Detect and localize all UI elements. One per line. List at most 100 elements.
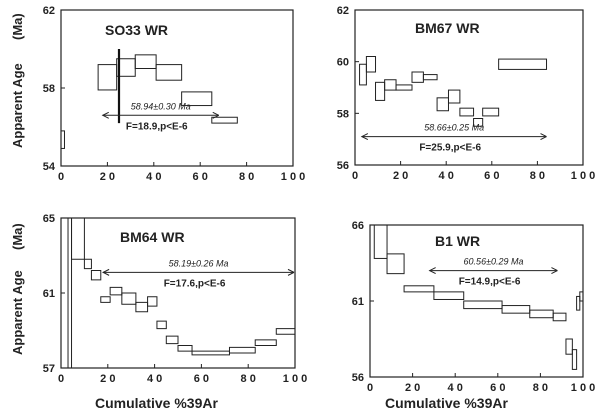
plateau-arrow-left-head — [428, 267, 436, 275]
step-box — [373, 225, 388, 259]
y-tick-label: 61 — [43, 288, 55, 300]
x-tick-label: 1 0 0 — [281, 171, 305, 183]
x-tick-label: 6 0 — [484, 170, 499, 182]
panel-b1: 60.56±0.29 Ma F=14.9,p<E-6 B1 WR 0 2 0 4 0 6 0… — [352, 220, 595, 394]
f-statistic-label: F=25.9,p<E-6 — [419, 143, 481, 154]
step-box — [529, 309, 554, 319]
step-box — [134, 54, 157, 69]
step-box — [181, 91, 213, 107]
x-tick-label: 0 — [367, 382, 373, 394]
step-box — [386, 253, 405, 275]
y-tick-label: 58 — [43, 83, 55, 95]
x-tick-label: 2 0 — [100, 171, 115, 183]
data-layer — [373, 225, 583, 370]
step-box — [156, 320, 167, 330]
step-box — [165, 335, 179, 345]
data-layer — [61, 49, 238, 149]
panel-bm67: 58.66±0.25 Ma F=25.9,p<E-6 BM67 WR 0 2 0 4 0 6… — [337, 5, 595, 182]
step-box — [177, 345, 193, 352]
step-box — [565, 338, 573, 355]
step-box — [459, 107, 475, 117]
y-tick-label: 56 — [337, 160, 349, 172]
step-box — [359, 63, 367, 86]
x-tick-label: 8 0 — [239, 171, 254, 183]
panel-title: BM64 WR — [120, 229, 185, 245]
x-tick-label: 1 0 0 — [283, 373, 307, 385]
step-box — [90, 270, 102, 281]
y-tick-label: 58 — [337, 108, 349, 120]
step-box — [275, 328, 295, 335]
plateau-arrow-right-head — [551, 267, 558, 275]
y-axis-unit-top: (Ma) — [10, 13, 25, 40]
step-box — [571, 349, 578, 370]
x-tick-label: 4 0 — [439, 170, 454, 182]
step-box — [482, 107, 500, 117]
step-box — [147, 296, 158, 307]
step-box — [67, 218, 73, 368]
plateau-arrow-left-head — [102, 268, 110, 276]
step-box — [97, 64, 118, 91]
step-box — [61, 130, 65, 149]
y-tick-label: 61 — [352, 296, 364, 308]
step-box — [121, 292, 137, 305]
y-axis-unit-bottom: (Ma) — [10, 223, 25, 250]
x-tick-label: 4 0 — [147, 373, 162, 385]
x-tick-label: 6 0 — [490, 382, 505, 394]
step-box — [411, 71, 424, 83]
f-statistic-label: F=14.9,p<E-6 — [459, 277, 521, 288]
x-tick-label: 8 0 — [241, 373, 256, 385]
f-statistic-label: F=18.9,p<E-6 — [126, 121, 188, 132]
step-box — [552, 312, 567, 322]
plateau-age-label: 60.56±0.29 Ma — [464, 257, 524, 267]
y-tick-label: 62 — [337, 5, 349, 17]
step-box — [436, 97, 449, 112]
step-box — [83, 258, 92, 270]
step-box — [254, 339, 277, 346]
step-box — [422, 74, 438, 81]
step-box — [498, 58, 548, 70]
data-layer — [359, 10, 583, 127]
plateau-arrow-right-head — [287, 268, 295, 276]
panel-bm64: 58.19±0.26 Ma F=17.6,p<E-6 BM64 WR 0 2 0 4 0 6… — [43, 213, 307, 385]
y-tick-label: 56 — [352, 372, 364, 384]
x-tick-label: 6 0 — [193, 171, 208, 183]
step-box — [384, 79, 397, 91]
step-box — [463, 300, 503, 310]
x-tick-label: 2 0 — [393, 170, 408, 182]
y-tick-label: 60 — [337, 57, 349, 69]
step-box — [100, 296, 111, 303]
step-box — [579, 291, 583, 302]
y-tick-label: 66 — [352, 220, 364, 232]
x-tick-label: 2 0 — [405, 382, 420, 394]
y-axis-label-bottom: Apparent Age — [10, 270, 25, 355]
y-tick-label: 65 — [43, 213, 55, 225]
x-tick-label: 6 0 — [194, 373, 209, 385]
step-box — [109, 286, 123, 296]
plateau-arrow-right-head — [212, 111, 219, 119]
step-box — [433, 291, 465, 300]
plateau-age-label: 58.19±0.26 Ma — [169, 258, 229, 268]
f-statistic-label: F=17.6,p<E-6 — [164, 278, 226, 289]
panel-so33: 58.94±0.30 Ma F=18.9,p<E-6 SO33 WR 0 2 0 4 0 6… — [43, 5, 305, 183]
plot-frame — [60, 9, 294, 167]
step-box — [375, 81, 386, 101]
step-box — [473, 118, 484, 127]
y-axis-label-top: Apparent Age — [10, 63, 25, 148]
plateau-age-label: 58.94±0.30 Ma — [131, 101, 191, 111]
plateau-arrow-left-head — [360, 133, 369, 141]
step-box — [576, 295, 581, 311]
y-tick-label: 57 — [43, 363, 55, 375]
step-box — [403, 285, 435, 293]
step-box — [155, 64, 183, 81]
panel-title: BM67 WR — [415, 20, 480, 36]
y-tick-label: 54 — [43, 161, 56, 173]
x-tick-label: 4 0 — [448, 382, 463, 394]
step-box — [447, 89, 461, 104]
panel-title: B1 WR — [435, 233, 480, 249]
step-box — [211, 116, 238, 124]
y-tick-label: 62 — [43, 5, 55, 17]
step-box — [501, 305, 531, 314]
step-box — [71, 218, 85, 260]
plateau-age-label: 58.66±0.25 Ma — [424, 123, 484, 133]
x-tick-label: 1 0 0 — [571, 170, 595, 182]
